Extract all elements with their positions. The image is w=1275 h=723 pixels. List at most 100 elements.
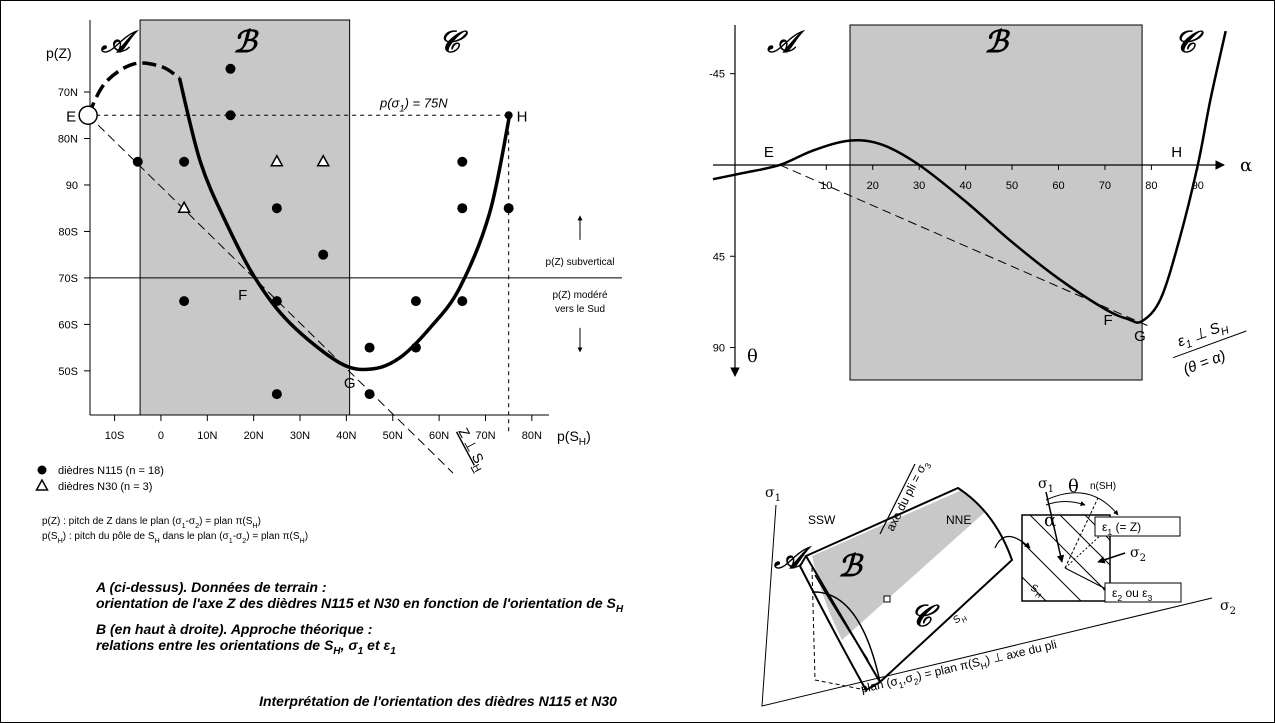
point-label: F xyxy=(1104,312,1113,329)
point-label: G xyxy=(1134,328,1146,345)
dot-point xyxy=(457,296,467,306)
text-part: ou ε xyxy=(1122,586,1148,600)
dot-point xyxy=(457,157,467,167)
x-tick-label: 30N xyxy=(290,430,310,442)
point-label: F xyxy=(238,287,247,304)
dot-point xyxy=(272,203,282,213)
dot-point xyxy=(457,203,467,213)
pole-line xyxy=(1065,498,1098,568)
x-tick-label: 80N xyxy=(522,430,542,442)
y-tick-label: 60S xyxy=(58,319,78,331)
text-part: ) ⊥ axe du pli xyxy=(984,637,1058,667)
region-label: 𝒞 xyxy=(1174,25,1204,60)
x-tick-label: 50N xyxy=(383,430,403,442)
region-label: 𝒞 xyxy=(910,599,940,634)
dot-point xyxy=(225,64,235,74)
text-part: H xyxy=(470,463,483,475)
caption: B (en haut à droite). Approche théorique… xyxy=(96,621,372,637)
angle-label: α xyxy=(1044,510,1056,531)
x-tick-label: 60 xyxy=(1052,180,1064,192)
x-tick-label: 20 xyxy=(867,180,879,192)
axis-label: σ2 xyxy=(1220,598,1236,617)
y-tick-label: -45 xyxy=(709,69,725,81)
region-label: 𝒞 xyxy=(438,25,468,60)
y-tick-label: 70S xyxy=(58,273,78,285)
x-axis-label: p(SH) xyxy=(557,428,591,448)
dot-point xyxy=(272,389,282,399)
dot-point xyxy=(272,296,282,306)
dot-point xyxy=(365,389,375,399)
figure-title: Interprétation de l'orientation des dièd… xyxy=(259,693,617,709)
x-axis-label: α xyxy=(1240,155,1252,176)
text-part: ) = plan π(S xyxy=(916,655,981,683)
alpha-arc xyxy=(1046,502,1085,506)
figure: p(Z) : pitch de Z dans le plan (σ1-σ2) =… xyxy=(0,0,1275,723)
zoom-arrow xyxy=(995,537,1030,549)
reference-label: p(σ1) = 75N xyxy=(379,95,448,113)
text-part: σ xyxy=(765,485,775,501)
text-part: 1 xyxy=(390,646,396,657)
direction-label: SSW xyxy=(808,513,836,527)
text-part: plan (σ xyxy=(860,674,900,696)
text-part: H xyxy=(616,604,624,615)
dot-point xyxy=(365,343,375,353)
shaded-zone xyxy=(140,20,350,415)
x-tick-label: 0 xyxy=(158,430,164,442)
angle-label: θ xyxy=(1068,476,1079,497)
x-tick-label: 30 xyxy=(913,180,925,192)
y-axis-label: p(Z) xyxy=(46,45,72,61)
y-tick-label: 70N xyxy=(58,87,78,99)
region-label: 𝒜 xyxy=(100,25,140,60)
text-part: ) xyxy=(586,428,591,444)
dot-point xyxy=(225,110,235,120)
note: p(SH) : pitch du pôle de SH dans le plan… xyxy=(42,531,308,545)
text-part: 2 xyxy=(1140,553,1146,564)
x-tick-label: 70 xyxy=(1099,180,1111,192)
legend-marker xyxy=(38,466,47,475)
text-part: ) = 75N xyxy=(403,95,449,110)
pole-label: n(SH) xyxy=(1090,481,1116,492)
text-part: p(σ xyxy=(379,95,401,110)
guide-annotation: ε1 ⊥ SH(θ = α) xyxy=(1166,311,1255,380)
point-label: E xyxy=(66,108,76,125)
point-marker xyxy=(505,111,513,119)
text-part: dans le plan (σ xyxy=(160,531,230,542)
x-tick-label: 20N xyxy=(244,430,264,442)
x-tick-label: 80 xyxy=(1145,180,1157,192)
text-part: σ xyxy=(1038,476,1048,492)
text-part: p(S xyxy=(557,428,579,444)
text-part: H xyxy=(579,437,586,448)
point-label: H xyxy=(517,108,528,125)
dot-point xyxy=(179,296,189,306)
y-tick-label: 45 xyxy=(713,251,725,263)
text-part: (= Z) xyxy=(1112,520,1141,534)
point-label: E xyxy=(764,144,774,161)
dot-point xyxy=(179,157,189,167)
x-tick-label: 10N xyxy=(197,430,217,442)
zone-label: p(Z) modéré xyxy=(552,290,607,301)
zone-label: p(Z) subvertical xyxy=(546,257,615,268)
point-label: H xyxy=(1171,144,1182,161)
y-axis-label: θ xyxy=(747,346,758,367)
text-part: 1 xyxy=(775,493,781,504)
point-label: G xyxy=(344,375,356,392)
text-part: 1 xyxy=(1048,484,1054,495)
text-part: orientation de l'axe Z des dièdres N115 … xyxy=(96,595,617,611)
text-part: σ xyxy=(1130,545,1140,561)
legend-label: dièdres N115 (n = 18) xyxy=(58,465,164,477)
sample xyxy=(884,596,890,602)
text-part: ⊥ S xyxy=(1187,319,1222,346)
x-tick-label: 60N xyxy=(429,430,449,442)
x-tick-label: 10 xyxy=(820,180,832,192)
region-label: ℬ xyxy=(233,25,259,60)
text-part: ) : pitch du pôle de S xyxy=(63,531,155,542)
plane-label: plan (σ1,σ2) = plan π(SH) ⊥ axe du pli xyxy=(860,637,1059,699)
text-part: ) xyxy=(305,531,308,542)
y-tick-label: 80N xyxy=(58,134,78,146)
y-tick-label: 90 xyxy=(713,343,725,355)
text-part: relations entre les orientations de S xyxy=(96,637,334,653)
dot-point xyxy=(411,343,421,353)
legend-label: dièdres N30 (n = 3) xyxy=(58,481,152,493)
guide-label: ε1 ⊥ SH xyxy=(1175,317,1231,354)
dot-point xyxy=(411,296,421,306)
